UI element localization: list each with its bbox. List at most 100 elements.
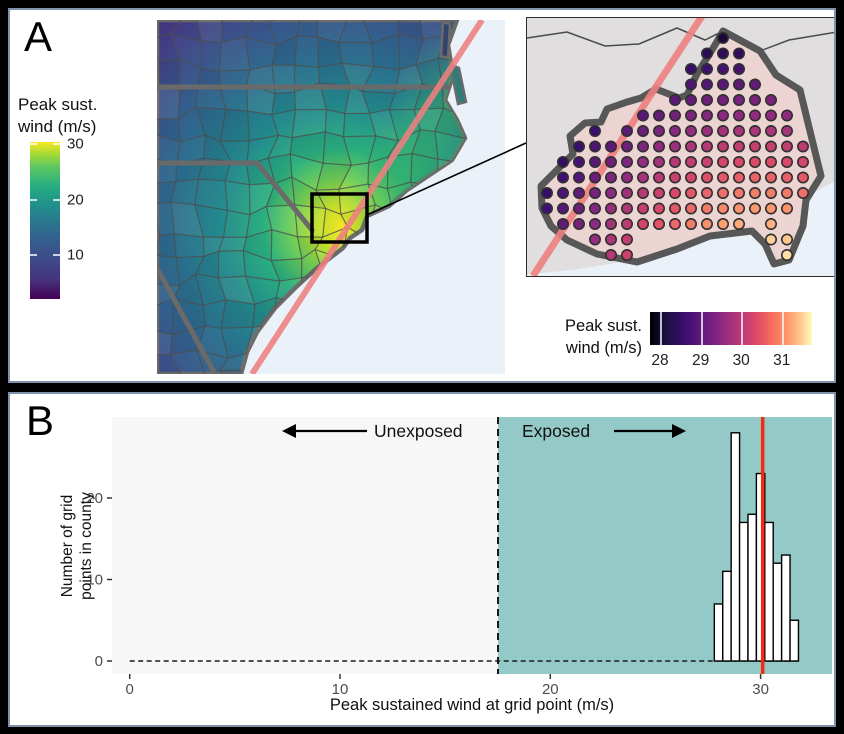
wind-grid-point: [701, 62, 714, 75]
wind-grid-point: [637, 109, 650, 122]
inset-legend-colorbar: [650, 312, 812, 345]
wind-grid-point: [588, 233, 601, 246]
wind-grid-point: [701, 109, 714, 122]
panel-b-label: B: [26, 397, 55, 444]
wind-grid-point: [621, 187, 634, 200]
y-tick-label: 0: [95, 653, 103, 670]
wind-grid-point: [765, 140, 778, 153]
county-cell: [224, 180, 251, 216]
wind-grid-point: [588, 125, 601, 138]
wind-grid-point: [749, 171, 762, 184]
wind-grid-point: [685, 109, 698, 122]
wind-grid-point: [653, 109, 666, 122]
county-cell: [200, 40, 223, 72]
county-cell: [170, 178, 199, 206]
wind-grid-point: [781, 171, 794, 184]
wind-grid-point: [781, 156, 794, 169]
wind-grid-point: [621, 218, 634, 231]
histogram-bar: [772, 562, 783, 662]
histogram-bar: [764, 521, 774, 662]
county-cell: [217, 236, 248, 252]
wind-grid-point: [781, 140, 794, 153]
wind-grid-point: [685, 171, 698, 184]
panel-b: B 0 10 20 30 0 10 20 Unexposed Exposed Peak su…: [8, 392, 836, 727]
wind-grid-point: [637, 125, 650, 138]
wind-grid-point: [621, 202, 634, 215]
x-tick-label: 30: [752, 681, 769, 698]
wind-grid-point: [781, 233, 794, 246]
county-cell: [294, 204, 327, 238]
wind-grid-point: [717, 125, 730, 138]
wind-grid-point: [749, 78, 762, 91]
wind-grid-point: [701, 47, 714, 60]
x-tick-label: 10: [332, 681, 349, 698]
wind-grid-point: [717, 171, 730, 184]
wind-grid-point: [621, 125, 634, 138]
wind-grid-point: [572, 140, 585, 153]
wind-grid-point: [781, 187, 794, 200]
map-legend-tick-label: 30: [67, 135, 84, 153]
wind-grid-point: [717, 62, 730, 75]
wind-grid-point: [781, 125, 794, 138]
wind-grid-point: [605, 140, 618, 153]
wind-grid-point: [669, 171, 682, 184]
wind-grid-point: [556, 202, 569, 215]
wind-grid-point: [733, 78, 746, 91]
county-cell: [157, 233, 177, 259]
barrier-island-south: [448, 61, 468, 106]
wind-grid-point: [572, 218, 585, 231]
wind-grid-point: [556, 171, 569, 184]
county-cell: [219, 108, 250, 142]
wind-grid-point: [588, 202, 601, 215]
wind-grid-point: [637, 202, 650, 215]
wind-grid-point: [765, 156, 778, 169]
map-legend-tick-mark: [53, 254, 60, 257]
wind-grid-point: [685, 62, 698, 75]
wind-grid-point: [653, 140, 666, 153]
wind-grid-point: [637, 171, 650, 184]
wind-grid-point: [669, 140, 682, 153]
county-cell: [157, 354, 185, 374]
wind-grid-point: [605, 202, 618, 215]
wind-grid-point: [717, 156, 730, 169]
wind-grid-point: [605, 218, 618, 231]
histogram-bar: [747, 513, 758, 662]
wind-grid-point: [733, 140, 746, 153]
wind-grid-point: [685, 140, 698, 153]
wind-grid-point: [781, 249, 794, 262]
wind-grid-point: [717, 47, 730, 60]
histogram-bar: [722, 570, 732, 662]
map-legend-tick-mark: [53, 198, 60, 201]
wind-grid-point: [588, 187, 601, 200]
wind-grid-point: [685, 218, 698, 231]
wind-grid-point: [796, 156, 809, 169]
inset-legend-tick-mark: [700, 312, 703, 345]
wind-grid-point: [621, 171, 634, 184]
wind-grid-point: [749, 202, 762, 215]
map-legend-tick-mark: [30, 198, 37, 201]
wind-grid-point: [796, 187, 809, 200]
wind-grid-point: [701, 94, 714, 107]
map-legend-tick-label: 10: [67, 246, 84, 264]
wind-grid-point: [733, 218, 746, 231]
wind-grid-point: [605, 156, 618, 169]
wind-grid-point: [733, 125, 746, 138]
x-tick-label: 0: [126, 681, 134, 698]
map-legend-tick-mark: [53, 142, 60, 145]
wind-grid-point: [749, 94, 762, 107]
inset-legend-tick-label: 28: [651, 352, 669, 369]
unexposed-arrowhead: [282, 424, 296, 438]
wind-grid-point: [621, 140, 634, 153]
wind-grid-point: [669, 125, 682, 138]
wind-grid-point: [733, 62, 746, 75]
wind-grid-point: [653, 202, 666, 215]
wind-grid-point: [556, 187, 569, 200]
inset-legend-tick-label: 30: [732, 352, 750, 369]
inset-storm-track-line: [530, 18, 705, 276]
wind-grid-point: [685, 156, 698, 169]
wind-grid-point: [669, 187, 682, 200]
wind-grid-point: [796, 140, 809, 153]
wind-grid-point: [749, 156, 762, 169]
wind-grid-point: [733, 47, 746, 60]
